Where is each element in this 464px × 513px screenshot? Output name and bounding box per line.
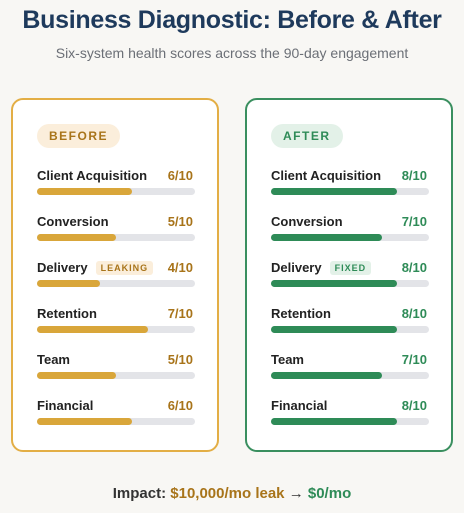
score-label: 5/10: [167, 214, 193, 229]
bar: [37, 280, 101, 287]
item-name: Team: [37, 352, 70, 367]
item-name: Client Acquisition: [271, 168, 381, 183]
item-label: Financial: [271, 398, 328, 413]
bar: [271, 188, 398, 195]
item-name: Delivery FIXED: [271, 260, 372, 275]
status-tag: FIXED: [329, 261, 372, 275]
bar-track: [271, 372, 429, 379]
impact-before: $10,000/mo leak: [170, 485, 285, 502]
item-label: Delivery: [37, 260, 88, 275]
bar-track: [271, 280, 429, 287]
score-label: 8/10: [401, 306, 427, 321]
score-label: 5/10: [167, 352, 193, 367]
score-label: 4/10: [167, 260, 193, 275]
bar-track: [37, 418, 195, 425]
bar: [271, 234, 382, 241]
bar-track: [271, 188, 429, 195]
item-name: Financial: [37, 398, 93, 413]
bar: [271, 280, 398, 287]
impact-after: $0/mo: [307, 485, 352, 502]
item-label: Client Acquisition: [37, 168, 148, 183]
score-label: 7/10: [401, 352, 427, 367]
bar: [37, 188, 132, 195]
bar: [271, 326, 398, 333]
bar-track: [271, 418, 429, 425]
bar-track: [271, 234, 429, 241]
item-name: Client Acquisition: [37, 168, 147, 183]
item-name: Conversion: [271, 214, 343, 229]
panel: AFTER Client Acquisition 8/10 Conversion 7/1…: [245, 98, 453, 452]
bar-track: [37, 280, 195, 287]
bar-track: [37, 234, 195, 241]
item-label: Financial: [37, 398, 94, 413]
item-name: Retention: [271, 306, 331, 321]
bar-track: [37, 326, 195, 333]
item-name: Delivery LEAKING: [37, 260, 154, 275]
score-label: 6/10: [167, 398, 193, 413]
item-name: Team: [271, 352, 304, 367]
panel: BEFORE Client Acquisition 6/10 Conversion 5/…: [11, 98, 219, 452]
bar: [37, 326, 148, 333]
item-label: Conversion: [271, 214, 343, 229]
title: Business Diagnostic: Before & After: [22, 6, 442, 34]
item-name: Retention: [37, 306, 97, 321]
score-label: 8/10: [401, 168, 427, 183]
score-label: 7/10: [401, 214, 427, 229]
item-label: Retention: [271, 306, 331, 321]
item-name: Conversion: [37, 214, 109, 229]
impact-label: Impact:: [112, 485, 167, 502]
footer: Impact: $10,000/mo leak → $0/mo: [0, 485, 464, 502]
item-label: Team: [271, 352, 304, 367]
score-label: 6/10: [167, 168, 193, 183]
badge: BEFORE: [37, 124, 121, 148]
bar: [271, 418, 398, 425]
bar: [37, 234, 116, 241]
badge: AFTER: [271, 124, 343, 148]
item-label: Delivery: [271, 260, 322, 275]
score-label: 7/10: [167, 306, 193, 321]
arrow: →: [288, 485, 304, 502]
status-tag: LEAKING: [95, 261, 154, 275]
bar-track: [37, 372, 195, 379]
score-label: 8/10: [401, 398, 427, 413]
bar: [37, 372, 116, 379]
item-label: Team: [37, 352, 70, 367]
subtitle: Six-system health scores across the 90-d…: [55, 45, 409, 61]
item-label: Client Acquisition: [271, 168, 382, 183]
bar-track: [37, 188, 195, 195]
bar-track: [271, 326, 429, 333]
item-label: Retention: [37, 306, 97, 321]
score-label: 8/10: [401, 260, 427, 275]
bar: [37, 418, 132, 425]
bar: [271, 372, 382, 379]
item-name: Financial: [271, 398, 327, 413]
item-label: Conversion: [37, 214, 109, 229]
